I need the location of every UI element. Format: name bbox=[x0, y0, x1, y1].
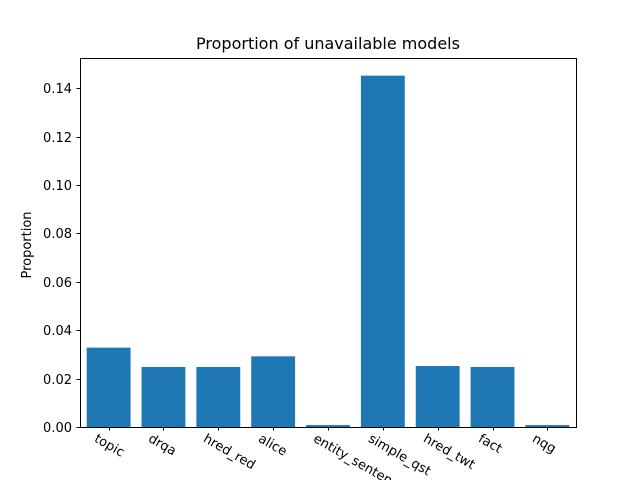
bar-topic bbox=[86, 347, 131, 427]
y-tick-label: 0.14 bbox=[43, 82, 72, 97]
x-tick-label: alice bbox=[256, 431, 290, 459]
y-tick-label: 0.06 bbox=[43, 276, 72, 291]
bar-entity-sentence bbox=[306, 425, 350, 427]
y-tick-label: 0.04 bbox=[43, 324, 72, 339]
y-axis-label: Proportion bbox=[20, 211, 35, 278]
bar-alice bbox=[251, 356, 296, 427]
chart-title: Proportion of unavailable models bbox=[196, 34, 460, 53]
bar-fact bbox=[470, 366, 515, 427]
bar-hred-twt bbox=[415, 366, 460, 427]
y-axis: 0.00 0.02 0.04 0.06 0.08 0.10 0.12 0.14 bbox=[43, 82, 80, 436]
x-tick-label: topic bbox=[92, 431, 127, 460]
y-tick-label: 0.00 bbox=[43, 421, 72, 436]
plot-frame bbox=[80, 58, 577, 428]
y-tick-label: 0.02 bbox=[43, 373, 72, 388]
x-tick-label: hred_red bbox=[201, 431, 258, 473]
bars-layer bbox=[86, 75, 570, 427]
y-tick-label: 0.12 bbox=[43, 131, 72, 146]
bar-hred-red bbox=[196, 366, 241, 427]
bar-nqg bbox=[525, 425, 570, 427]
x-tick-label: nqg bbox=[530, 431, 559, 456]
y-tick-label: 0.10 bbox=[43, 179, 72, 194]
y-tick-label: 0.08 bbox=[43, 227, 72, 242]
x-tick-label: drqa bbox=[146, 431, 179, 459]
bar-simple-qst bbox=[360, 75, 405, 427]
x-tick-label: fact bbox=[476, 431, 505, 456]
bar-drqa bbox=[141, 366, 186, 427]
